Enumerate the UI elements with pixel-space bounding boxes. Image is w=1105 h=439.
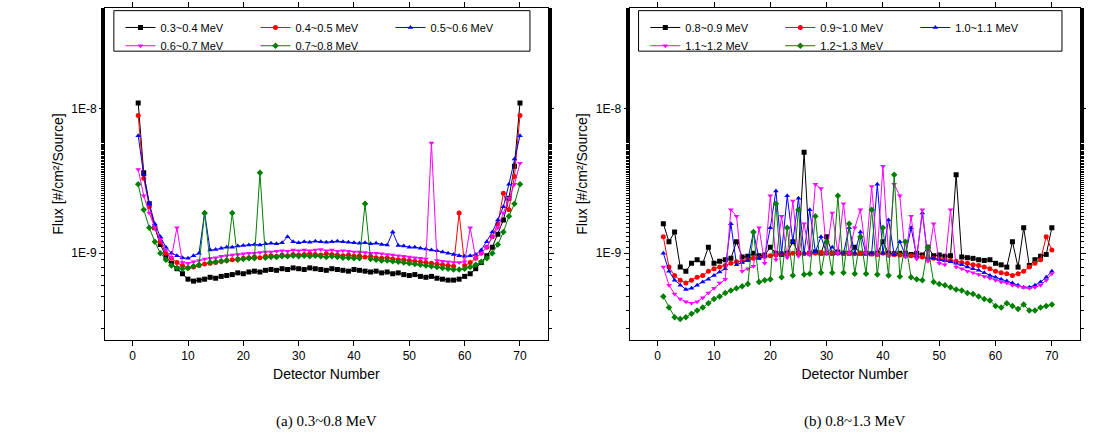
svg-text:70: 70 bbox=[513, 349, 527, 363]
svg-text:1E-8: 1E-8 bbox=[596, 102, 622, 116]
svg-text:1.2~1.3 MeV: 1.2~1.3 MeV bbox=[820, 40, 883, 52]
svg-text:Flux [#/cm²/Source]: Flux [#/cm²/Source] bbox=[50, 113, 66, 234]
svg-text:0.8~0.9 MeV: 0.8~0.9 MeV bbox=[685, 22, 748, 34]
svg-text:Detector Number: Detector Number bbox=[801, 366, 908, 382]
svg-text:50: 50 bbox=[403, 349, 417, 363]
svg-text:40: 40 bbox=[347, 349, 361, 363]
svg-text:50: 50 bbox=[933, 349, 947, 363]
svg-text:1E-9: 1E-9 bbox=[71, 246, 97, 260]
svg-text:(a) 0.3~0.8 MeV: (a) 0.3~0.8 MeV bbox=[276, 413, 377, 430]
svg-text:10: 10 bbox=[181, 349, 195, 363]
svg-text:Flux [#/cm²/Source]: Flux [#/cm²/Source] bbox=[574, 113, 590, 234]
svg-text:1E-8: 1E-8 bbox=[71, 102, 97, 116]
svg-text:0.4~0.5 MeV: 0.4~0.5 MeV bbox=[295, 22, 358, 34]
svg-text:20: 20 bbox=[237, 349, 251, 363]
svg-text:10: 10 bbox=[707, 349, 721, 363]
svg-text:0: 0 bbox=[654, 349, 661, 363]
svg-text:60: 60 bbox=[458, 349, 472, 363]
svg-text:30: 30 bbox=[820, 349, 834, 363]
svg-text:0.9~1.0 MeV: 0.9~1.0 MeV bbox=[820, 22, 883, 34]
svg-text:70: 70 bbox=[1045, 349, 1059, 363]
svg-text:1.1~1.2 MeV: 1.1~1.2 MeV bbox=[685, 40, 748, 52]
svg-text:1E-9: 1E-9 bbox=[596, 246, 622, 260]
svg-text:0.7~0.8 MeV: 0.7~0.8 MeV bbox=[295, 40, 358, 52]
svg-text:1.0~1.1 MeV: 1.0~1.1 MeV bbox=[955, 22, 1018, 34]
svg-text:20: 20 bbox=[764, 349, 778, 363]
svg-text:Detector Number: Detector Number bbox=[273, 366, 380, 382]
svg-text:30: 30 bbox=[292, 349, 306, 363]
svg-text:40: 40 bbox=[876, 349, 890, 363]
svg-text:60: 60 bbox=[989, 349, 1003, 363]
svg-text:(b) 0.8~1.3 MeV: (b) 0.8~1.3 MeV bbox=[804, 413, 906, 430]
svg-text:0.3~0.4 MeV: 0.3~0.4 MeV bbox=[160, 22, 223, 34]
svg-text:0: 0 bbox=[129, 349, 136, 363]
svg-text:0.5~0.6 MeV: 0.5~0.6 MeV bbox=[430, 22, 493, 34]
svg-text:0.6~0.7 MeV: 0.6~0.7 MeV bbox=[160, 40, 223, 52]
